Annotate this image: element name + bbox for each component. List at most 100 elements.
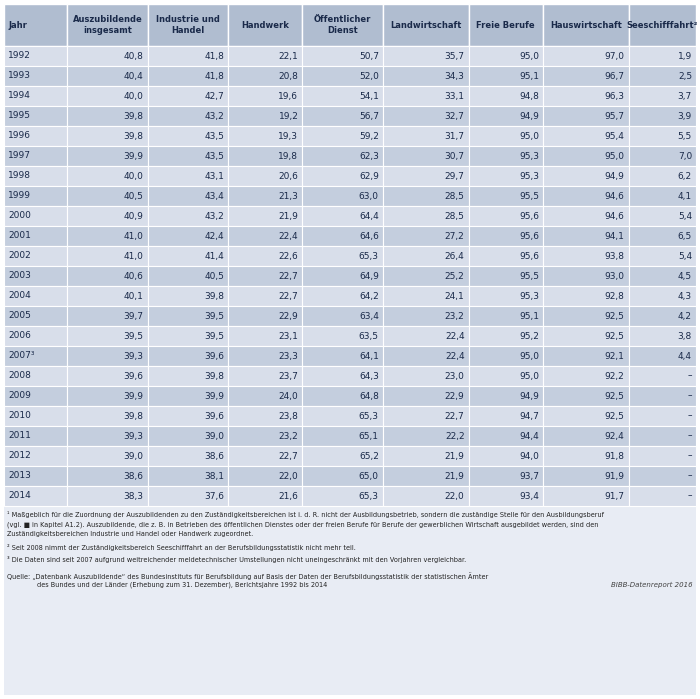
Text: 2002: 2002 (8, 252, 31, 261)
Text: 2007³: 2007³ (8, 352, 34, 361)
Bar (67, 306, 148, 326)
Text: 19,2: 19,2 (279, 112, 298, 120)
Bar (4, 386, 67, 406)
Text: ² Seit 2008 nimmt der Zuständigkeitsbereich Seeschifffahrt an der Berufsbildungs: ² Seit 2008 nimmt der Zuständigkeitsbere… (7, 544, 356, 551)
Text: 2005: 2005 (8, 312, 31, 321)
Bar (543, 146, 629, 166)
Bar (302, 106, 383, 126)
Text: 94,8: 94,8 (519, 92, 539, 101)
Text: 25,2: 25,2 (444, 271, 465, 280)
Text: 2011: 2011 (8, 431, 31, 440)
Bar (4, 486, 67, 506)
Text: 65,2: 65,2 (359, 452, 379, 461)
Bar (468, 406, 543, 426)
Bar (67, 486, 148, 506)
Bar (228, 346, 302, 366)
Text: 94,6: 94,6 (605, 192, 624, 201)
Bar (468, 366, 543, 386)
Text: 95,1: 95,1 (519, 312, 539, 321)
Text: 39,9: 39,9 (124, 152, 144, 161)
Text: 95,6: 95,6 (519, 231, 539, 240)
Text: 3,7: 3,7 (678, 92, 692, 101)
Text: 30,7: 30,7 (444, 152, 465, 161)
Text: 40,9: 40,9 (124, 212, 144, 220)
Bar (67, 426, 148, 446)
Bar (629, 446, 696, 466)
Text: 95,7: 95,7 (605, 112, 624, 120)
Text: Handwerk: Handwerk (241, 20, 289, 29)
Bar (4, 4, 67, 46)
Text: 65,0: 65,0 (359, 472, 379, 480)
Text: 96,3: 96,3 (605, 92, 624, 101)
Bar (543, 206, 629, 226)
Text: 39,5: 39,5 (204, 312, 224, 321)
Bar (228, 46, 302, 66)
Bar (629, 4, 696, 46)
Text: 22,7: 22,7 (279, 271, 298, 280)
Text: 2,5: 2,5 (678, 71, 692, 80)
Bar (468, 346, 543, 366)
Bar (302, 86, 383, 106)
Bar (148, 126, 228, 146)
Text: (vgl. ■ in Kapitel A1.2). Auszubildende, die z. B. in Betrieben des öffentlichen: (vgl. ■ in Kapitel A1.2). Auszubildende,… (7, 521, 598, 528)
Text: 94,4: 94,4 (519, 431, 539, 440)
Text: 20,8: 20,8 (279, 71, 298, 80)
Text: 7,0: 7,0 (678, 152, 692, 161)
Bar (383, 86, 468, 106)
Text: 1994: 1994 (8, 92, 31, 101)
Text: 39,8: 39,8 (124, 412, 144, 421)
Bar (67, 186, 148, 206)
Text: 64,4: 64,4 (359, 212, 379, 220)
Text: –: – (687, 452, 692, 461)
Bar (543, 446, 629, 466)
Bar (543, 266, 629, 286)
Bar (468, 386, 543, 406)
Bar (629, 326, 696, 346)
Bar (148, 66, 228, 86)
Bar (302, 246, 383, 266)
Bar (4, 106, 67, 126)
Text: 91,8: 91,8 (605, 452, 624, 461)
Bar (302, 486, 383, 506)
Text: 40,8: 40,8 (124, 52, 144, 61)
Bar (228, 226, 302, 246)
Text: 2013: 2013 (8, 472, 31, 480)
Text: 38,3: 38,3 (124, 491, 144, 500)
Bar (629, 426, 696, 446)
Text: 62,9: 62,9 (359, 171, 379, 180)
Text: 65,1: 65,1 (359, 431, 379, 440)
Text: 95,0: 95,0 (605, 152, 624, 161)
Text: –: – (687, 371, 692, 380)
Bar (67, 66, 148, 86)
Bar (148, 266, 228, 286)
Bar (543, 386, 629, 406)
Text: 39,6: 39,6 (204, 412, 224, 421)
Text: 22,4: 22,4 (279, 231, 298, 240)
Bar (228, 426, 302, 446)
Bar (4, 426, 67, 446)
Text: 39,8: 39,8 (124, 131, 144, 140)
Bar (228, 106, 302, 126)
Text: 41,0: 41,0 (124, 252, 144, 261)
Bar (383, 286, 468, 306)
Bar (148, 346, 228, 366)
Bar (383, 146, 468, 166)
Text: 39,0: 39,0 (124, 452, 144, 461)
Text: 38,1: 38,1 (204, 472, 224, 480)
Bar (468, 446, 543, 466)
Bar (543, 246, 629, 266)
Text: 21,9: 21,9 (444, 452, 465, 461)
Bar (383, 446, 468, 466)
Bar (148, 486, 228, 506)
Bar (383, 466, 468, 486)
Bar (468, 466, 543, 486)
Bar (383, 206, 468, 226)
Bar (629, 66, 696, 86)
Text: 23,2: 23,2 (279, 431, 298, 440)
Bar (228, 186, 302, 206)
Bar (228, 486, 302, 506)
Bar (4, 446, 67, 466)
Bar (383, 166, 468, 186)
Bar (543, 346, 629, 366)
Bar (629, 46, 696, 66)
